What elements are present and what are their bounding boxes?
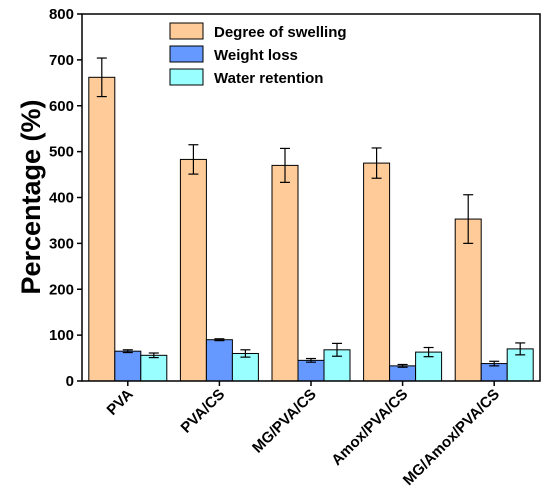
bar-1-2 <box>179 158 207 382</box>
y-tick-label-4: 300 <box>49 235 74 252</box>
x-tick-label-1: PVA <box>104 386 137 419</box>
bar-3-1 <box>140 354 168 382</box>
x-tick-label-2: PVA/CS <box>178 386 229 437</box>
bar-2-1 <box>114 350 142 382</box>
legend-label-1: Degree of swelling <box>214 24 347 41</box>
legend-label-3: Water retention <box>214 70 323 87</box>
x-tick-label-5: MG/Amox/PVA/CS <box>400 386 503 489</box>
legend-swatch-1 <box>169 22 204 40</box>
y-tick-label-8: 700 <box>49 52 74 69</box>
bar-2-2 <box>205 339 233 382</box>
bar-1-1 <box>88 76 116 382</box>
x-tick-label-4: Amox/PVA/CS <box>328 386 411 469</box>
y-axis-title: Percentage (%) <box>16 99 46 294</box>
bar-1-4 <box>363 162 391 382</box>
bar-2-4 <box>389 365 417 382</box>
y-tick-label-1: 0 <box>66 373 74 390</box>
legend-swatch-3 <box>169 68 204 86</box>
bar-1-3 <box>271 164 299 382</box>
y-tick-label-7: 600 <box>49 98 74 115</box>
x-tick-label-3: MG/PVA/CS <box>249 386 320 457</box>
legend-label-2: Weight loss <box>214 47 298 64</box>
bar-1-5 <box>454 218 482 382</box>
y-tick-label-6: 500 <box>49 144 74 161</box>
legend-swatch-2 <box>169 45 204 63</box>
y-tick-label-3: 200 <box>49 281 74 298</box>
bar-2-3 <box>297 359 325 382</box>
y-tick-label-9: 800 <box>49 6 74 23</box>
legend: Degree of swelling Weight loss Water reten… <box>169 22 347 87</box>
y-tick-label-5: 400 <box>49 190 74 207</box>
y-tick-label-2: 100 <box>49 327 74 344</box>
